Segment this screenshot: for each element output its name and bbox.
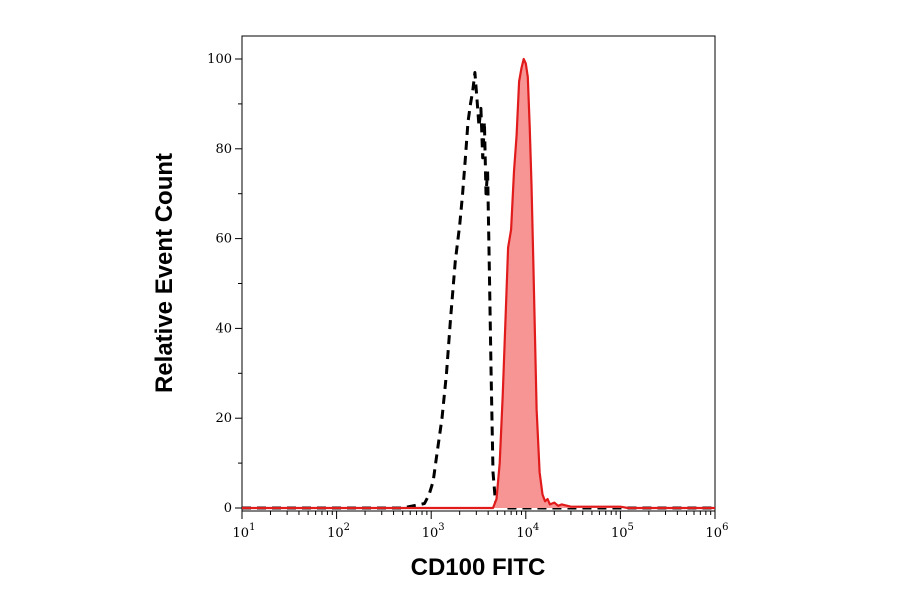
x-axis-title: CD100 FITC <box>411 554 546 581</box>
y-tick-label: 20 <box>215 411 232 426</box>
x-tick-base: 10 <box>516 526 533 541</box>
x-tick-exponent: 5 <box>627 522 633 533</box>
x-tick-exponent: 1 <box>249 522 255 533</box>
y-axis-title: Relative Event Count <box>151 153 178 393</box>
x-tick-base: 10 <box>611 526 628 541</box>
x-tick-exponent: 3 <box>438 522 444 533</box>
y-tick-label: 0 <box>224 501 232 516</box>
series-1-fill <box>242 59 715 508</box>
x-tick-exponent: 6 <box>722 522 728 533</box>
series-layer <box>242 57 715 510</box>
y-tick-label: 60 <box>215 232 232 247</box>
x-tick-label: 104 <box>516 522 539 541</box>
x-tick-label: 106 <box>706 522 729 541</box>
y-axis: 0 20 40 60 80 100 <box>207 52 242 516</box>
x-tick-base: 10 <box>706 526 723 541</box>
plot-frame <box>241 35 716 512</box>
x-tick-label: 101 <box>233 522 256 541</box>
x-tick-base: 10 <box>233 526 250 541</box>
x-tick-exponent: 4 <box>533 522 539 533</box>
x-tick-exponent: 2 <box>344 522 350 533</box>
series-1-line <box>242 57 715 510</box>
plot-border <box>241 35 716 512</box>
x-tick-label: 103 <box>422 522 445 541</box>
x-tick-label: 102 <box>327 522 350 541</box>
series-0-line <box>242 71 715 510</box>
x-axis: 101 102 103 104 105 106 <box>233 511 729 541</box>
y-tick-label: 100 <box>207 52 232 67</box>
x-tick-base: 10 <box>422 526 439 541</box>
y-tick-label: 80 <box>215 142 232 157</box>
x-tick-label: 105 <box>611 522 634 541</box>
y-tick-label: 40 <box>215 321 232 336</box>
x-tick-base: 10 <box>327 526 344 541</box>
